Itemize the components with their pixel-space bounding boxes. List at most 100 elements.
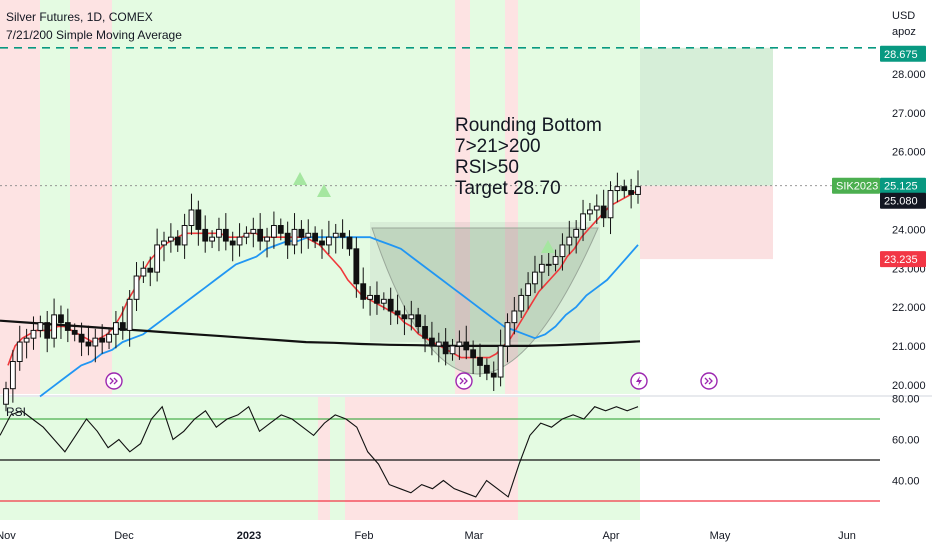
signal-triangle-icon <box>317 184 331 197</box>
rsi-tick-label: 60.00 <box>892 435 920 447</box>
time-axis-label: May <box>710 530 731 542</box>
sma-200-line <box>0 319 641 347</box>
candle-body <box>532 271 538 285</box>
currency-label: USD <box>892 10 915 22</box>
symbol-badge: SIK2023 <box>836 181 878 193</box>
candle-body <box>16 341 23 362</box>
candle-body <box>401 314 408 320</box>
candle-body <box>161 240 167 246</box>
price-tick-label: 20.000 <box>892 380 926 392</box>
candle-body <box>64 322 71 331</box>
candle-body <box>353 248 360 285</box>
candle-body <box>236 236 243 246</box>
candle-body <box>621 186 628 192</box>
candle-body <box>71 329 78 335</box>
candle-body <box>44 322 51 339</box>
candle-body <box>607 190 614 219</box>
stop-price-badge: 23.235 <box>884 254 918 266</box>
candle-body <box>490 372 497 378</box>
candle-body <box>456 341 463 347</box>
candle-body <box>30 329 37 339</box>
time-axis-label: Dec <box>114 530 134 542</box>
candle-body <box>58 314 64 324</box>
candle-body <box>449 345 456 355</box>
price-tick-label: 26.000 <box>892 147 926 159</box>
candle-body <box>51 314 57 339</box>
rsi-legend[interactable]: RSI <box>6 405 27 419</box>
candle-body <box>202 228 209 242</box>
rsi-background-band <box>345 397 358 520</box>
event-arrow-icon <box>105 372 123 390</box>
candle-body <box>209 236 215 242</box>
candle-body <box>298 228 305 238</box>
annotation-line-rsi: RSI>50 <box>455 157 519 178</box>
price-tick-label: 21.000 <box>892 341 926 353</box>
candle-body <box>580 213 586 230</box>
candle-body <box>305 232 312 238</box>
annotation-line-pattern: Rounding Bottom <box>455 115 602 136</box>
candle-body <box>367 294 373 300</box>
candle-body <box>195 209 202 230</box>
time-axis-label: Feb <box>355 530 374 542</box>
candle-body <box>92 337 99 347</box>
trend-background-band <box>518 0 640 394</box>
signal-triangle-icon <box>293 172 307 185</box>
rsi-line <box>0 405 639 498</box>
rounding-bottom-annotation[interactable]: Rounding Bottom 7>21>200 RSI>50 Target 2… <box>455 115 602 199</box>
candle-body <box>37 322 44 331</box>
candle-body <box>222 228 229 242</box>
event-arrow-glyph <box>704 377 713 385</box>
price-tick-label: 28.000 <box>892 69 926 81</box>
time-axis-label: Jun <box>838 530 856 542</box>
trend-background-band <box>505 0 518 394</box>
candle-body <box>470 349 477 359</box>
candle-body <box>23 337 30 343</box>
last-price-badge-bg <box>880 177 926 194</box>
candle-body <box>119 322 126 331</box>
rsi-background-band <box>358 397 518 520</box>
candle-body <box>614 186 621 192</box>
annotation-line-target: Target 28.70 <box>455 178 561 199</box>
time-axis-label: Apr <box>602 530 619 542</box>
candle-body <box>463 341 470 351</box>
candle-body <box>525 283 531 296</box>
symbol-badge-bg <box>832 177 880 194</box>
candle-body <box>257 228 264 242</box>
candle-body <box>593 205 600 211</box>
indicator-legend[interactable]: 7/21/200 Simple Moving Average <box>6 28 182 42</box>
target-profit-zone <box>640 47 773 186</box>
current-price-badge-bg <box>880 192 926 209</box>
event-arrow-glyph <box>459 377 468 385</box>
candle-body <box>559 244 566 258</box>
candle-body <box>319 240 325 246</box>
candle-body <box>511 310 518 324</box>
rsi-tick-label: 80.00 <box>892 394 920 406</box>
candle-body <box>188 209 195 227</box>
candle-body <box>360 283 367 300</box>
candle-body <box>140 267 147 277</box>
candle-body <box>3 388 9 405</box>
candle-body <box>635 186 641 195</box>
candle-body <box>154 244 161 273</box>
candle-body <box>429 337 435 347</box>
rsi-background-band <box>0 397 318 520</box>
candle-body <box>126 298 133 331</box>
candle-body <box>387 298 394 312</box>
candle-body <box>394 310 401 316</box>
candle-body <box>9 360 16 390</box>
target-price-badge: 28.675 <box>884 49 918 61</box>
candle-body <box>628 190 635 195</box>
time-axis-label: 2023 <box>237 530 261 542</box>
candle-body <box>518 294 525 312</box>
candle-body <box>181 225 188 246</box>
candle-body <box>243 232 250 238</box>
candle-body <box>380 298 387 304</box>
chart-symbol-title[interactable]: Silver Futures, 1D, COMEX <box>6 10 153 24</box>
candle-body <box>78 333 85 343</box>
candle-body <box>167 236 174 242</box>
time-axis-label: Nov <box>0 530 16 542</box>
candle-body <box>284 232 291 246</box>
candle-body <box>147 267 154 273</box>
candle-body <box>435 341 442 347</box>
